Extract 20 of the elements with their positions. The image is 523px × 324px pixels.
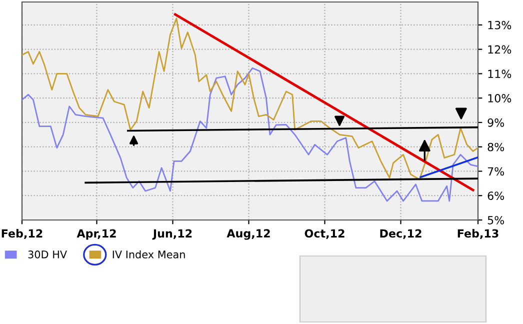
x-tick-label: Dec,12: [380, 229, 422, 240]
y-tick-label: 10%: [488, 94, 512, 102]
y-tick-label: 12%: [488, 45, 512, 54]
legend-label: 30D HV: [28, 250, 67, 258]
y-tick-label: 7%: [488, 167, 504, 176]
x-tick-label: Jun,12: [152, 229, 192, 240]
x-tick-label: Feb,13: [458, 229, 498, 240]
legend-label: IV Index Mean: [112, 250, 185, 258]
x-tick-label: Apr,12: [76, 229, 116, 240]
y-tick-label: 6%: [488, 192, 504, 200]
line-series: [22, 18, 478, 180]
y-tick-label: 8%: [488, 142, 504, 152]
line-series: [22, 67, 478, 202]
x-tick-label: Feb,12: [2, 229, 42, 240]
y-tick-label: 11%: [488, 70, 512, 78]
x-tick-label: Oct,12: [304, 229, 344, 240]
y-tick-label: 9%: [488, 118, 504, 127]
y-tick-label: 13%: [488, 20, 512, 30]
x-tick-label: Aug,12: [226, 229, 270, 240]
y-tick-label: 5%: [488, 216, 504, 224]
